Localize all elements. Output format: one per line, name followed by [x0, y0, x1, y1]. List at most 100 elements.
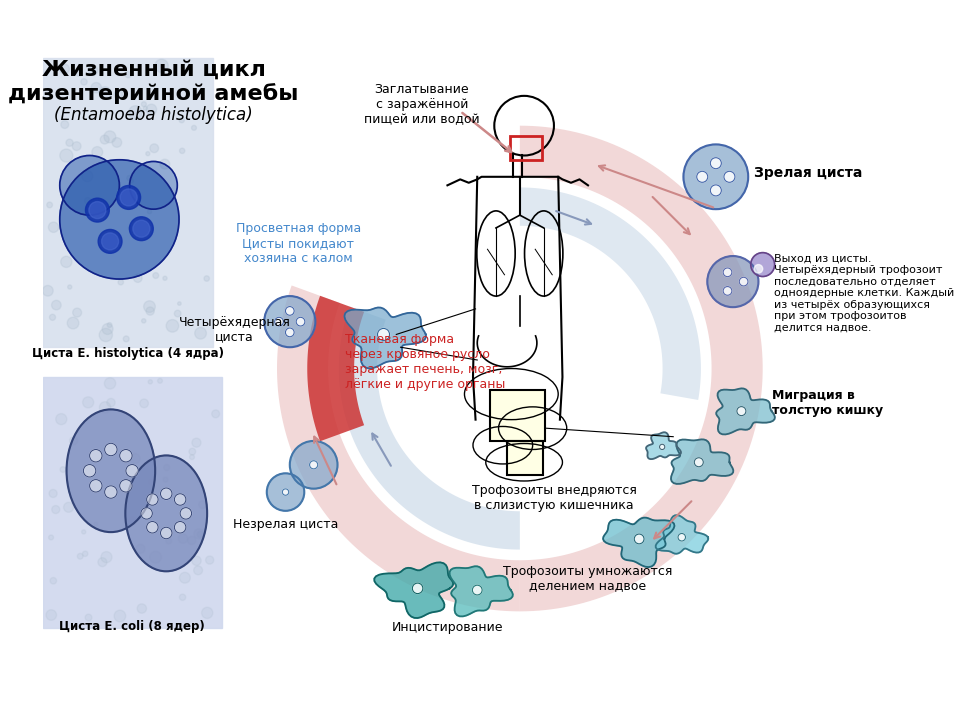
Text: Жизненный цикл: Жизненный цикл — [41, 60, 265, 80]
Circle shape — [52, 300, 61, 310]
Circle shape — [47, 202, 53, 208]
Circle shape — [83, 397, 94, 408]
Bar — [490, 390, 545, 441]
Circle shape — [163, 477, 168, 482]
Circle shape — [189, 454, 195, 459]
Polygon shape — [277, 285, 520, 611]
Circle shape — [160, 159, 170, 169]
Circle shape — [91, 485, 95, 489]
Circle shape — [194, 529, 204, 539]
Circle shape — [105, 444, 117, 456]
Circle shape — [82, 530, 85, 534]
Circle shape — [56, 413, 67, 425]
Circle shape — [212, 410, 220, 418]
Circle shape — [160, 488, 172, 500]
Circle shape — [92, 147, 103, 158]
Circle shape — [710, 158, 721, 168]
Circle shape — [60, 160, 179, 279]
Circle shape — [89, 480, 102, 492]
Circle shape — [678, 534, 685, 541]
Circle shape — [114, 610, 126, 622]
Circle shape — [120, 189, 137, 206]
Circle shape — [82, 171, 93, 181]
Circle shape — [123, 336, 130, 342]
Circle shape — [140, 399, 149, 408]
Ellipse shape — [126, 456, 207, 571]
Circle shape — [129, 517, 136, 524]
Circle shape — [290, 441, 338, 489]
Text: Трофозоиты умножаются
делением надвое: Трофозоиты умножаются делением надвое — [503, 564, 673, 593]
Circle shape — [49, 535, 54, 540]
Circle shape — [377, 328, 390, 341]
Text: Заглатывание
с заражённой
пищей или водой: Заглатывание с заражённой пищей или водо… — [364, 83, 480, 126]
Circle shape — [60, 149, 73, 162]
Circle shape — [85, 198, 109, 222]
Circle shape — [192, 125, 197, 130]
Circle shape — [78, 554, 84, 559]
Text: Выход из цисты.
Четырёхядерный трофозоит
последовательно отделяет
одноядерные кл: Выход из цисты. Четырёхядерный трофозоит… — [774, 253, 954, 333]
Polygon shape — [449, 567, 513, 616]
Polygon shape — [520, 126, 762, 611]
Circle shape — [50, 577, 57, 584]
Circle shape — [136, 544, 145, 553]
Circle shape — [147, 494, 158, 505]
Bar — [42, 377, 222, 629]
Circle shape — [81, 78, 87, 85]
Circle shape — [143, 107, 147, 110]
Circle shape — [60, 256, 72, 267]
Circle shape — [144, 301, 156, 312]
Circle shape — [684, 145, 748, 210]
Circle shape — [127, 175, 132, 181]
Text: Четырёхядерная
циста: Четырёхядерная циста — [179, 315, 290, 343]
Circle shape — [137, 604, 147, 613]
Text: Тканевая форма
через кровяное русло
заражает печень, мозг,
лёгкие и другие орган: Тканевая форма через кровяное русло зара… — [346, 333, 506, 391]
Circle shape — [155, 59, 168, 73]
Circle shape — [108, 323, 112, 328]
Circle shape — [157, 379, 162, 383]
Circle shape — [150, 552, 161, 563]
Circle shape — [118, 279, 124, 285]
Circle shape — [275, 318, 283, 326]
Circle shape — [112, 138, 122, 148]
Circle shape — [160, 527, 172, 539]
Circle shape — [117, 186, 140, 210]
Circle shape — [205, 556, 214, 564]
Text: (Entamoeba histolytica): (Entamoeba histolytica) — [54, 106, 252, 124]
Circle shape — [101, 552, 112, 562]
Circle shape — [130, 217, 154, 240]
Circle shape — [413, 583, 422, 593]
Circle shape — [99, 328, 112, 341]
Circle shape — [72, 142, 81, 150]
Circle shape — [50, 314, 56, 320]
Circle shape — [175, 310, 181, 317]
Text: Незрелая циста: Незрелая циста — [233, 518, 338, 531]
Circle shape — [166, 538, 172, 544]
Circle shape — [180, 572, 190, 583]
Circle shape — [75, 70, 82, 76]
Polygon shape — [671, 439, 733, 484]
Circle shape — [163, 276, 167, 280]
Circle shape — [125, 71, 132, 78]
Circle shape — [60, 467, 65, 472]
Text: Трофозоиты внедряются
в слизистую кишечника: Трофозоиты внедряются в слизистую кишечн… — [471, 484, 636, 511]
Circle shape — [180, 508, 192, 519]
Circle shape — [660, 444, 664, 449]
Circle shape — [132, 220, 150, 237]
Circle shape — [63, 503, 74, 513]
Circle shape — [67, 318, 79, 329]
Circle shape — [114, 90, 123, 99]
Bar — [42, 58, 213, 347]
Circle shape — [146, 152, 150, 156]
Circle shape — [182, 511, 190, 519]
Circle shape — [179, 534, 188, 544]
Text: Зрелая циста: Зрелая циста — [755, 166, 862, 179]
Circle shape — [130, 161, 178, 210]
Polygon shape — [603, 518, 675, 567]
Circle shape — [89, 449, 102, 462]
Circle shape — [141, 319, 146, 323]
Circle shape — [141, 508, 153, 519]
Circle shape — [130, 454, 140, 464]
Circle shape — [635, 534, 644, 544]
Circle shape — [88, 66, 98, 76]
Circle shape — [120, 480, 132, 492]
